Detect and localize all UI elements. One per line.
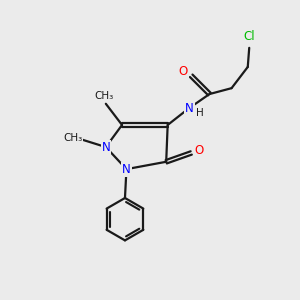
Text: N: N	[101, 141, 110, 154]
Text: CH₃: CH₃	[95, 91, 114, 100]
Text: N: N	[122, 163, 131, 176]
Text: N: N	[185, 102, 194, 115]
Text: CH₃: CH₃	[63, 133, 82, 143]
Text: O: O	[178, 65, 188, 78]
Text: O: O	[195, 143, 204, 157]
Text: Cl: Cl	[243, 30, 255, 43]
Text: H: H	[196, 108, 203, 118]
